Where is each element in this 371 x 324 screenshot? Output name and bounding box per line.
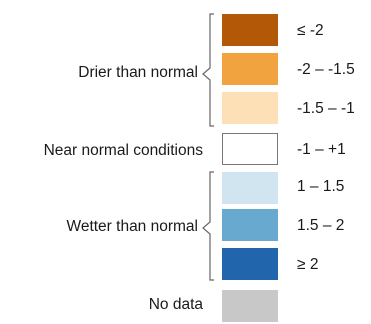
swatch-no-data (222, 290, 278, 322)
range-label-minus-1-5-to-minus-1: -1.5 – -1 (297, 100, 355, 117)
range-label-minus-2-to-minus-1-5: -2 – -1.5 (297, 61, 355, 78)
swatch-minus-1-5-to-minus-1 (222, 92, 278, 124)
swatch-1-5-to-2 (222, 209, 278, 241)
group-label-drier: Drier than normal (78, 64, 198, 81)
range-label-1-5-to-2: 1.5 – 2 (297, 217, 345, 234)
range-label-ge-2: ≥ 2 (297, 256, 319, 273)
brace-wetter (202, 171, 214, 281)
range-label-le-minus-2: ≤ -2 (297, 22, 324, 39)
group-label-no-data: No data (148, 296, 203, 313)
group-label-wetter: Wetter than normal (66, 218, 198, 235)
swatch-minus-1-to-plus-1 (222, 133, 278, 165)
range-label-minus-1-to-plus-1: -1 – +1 (297, 141, 346, 158)
group-label-near-normal: Near normal conditions (43, 142, 203, 159)
swatch-minus-2-to-minus-1-5 (222, 53, 278, 85)
swatch-le-minus-2 (222, 14, 278, 46)
swatch-1-to-1-5 (222, 172, 278, 204)
brace-drier (202, 13, 214, 127)
swatch-ge-2 (222, 248, 278, 280)
range-label-1-to-1-5: 1 – 1.5 (297, 178, 345, 195)
